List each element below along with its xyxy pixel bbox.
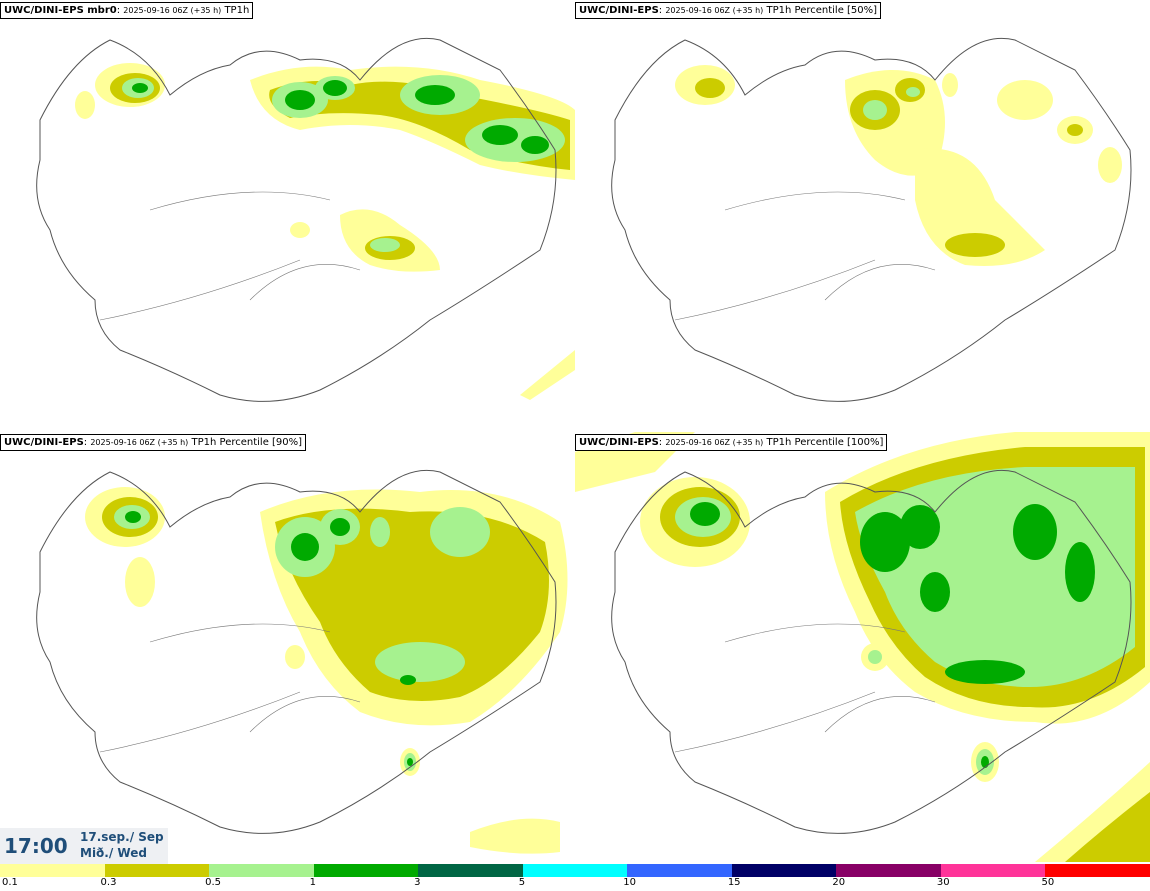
precip-map-p90 xyxy=(36,469,568,854)
precip-map-mbr0 xyxy=(36,37,575,402)
panel-field: TP1h xyxy=(224,5,250,16)
colorbar-segment xyxy=(731,864,837,877)
panel-run: 2025-09-16 06Z (+35 h) xyxy=(665,438,764,447)
valid-time: 17:00 xyxy=(4,834,68,858)
valid-weekday: Mið./ Wed xyxy=(80,846,147,860)
iceland-coastline xyxy=(611,37,1132,402)
precip-map-p50 xyxy=(611,37,1132,402)
colorbar-segment xyxy=(0,864,105,877)
precip-map-p100 xyxy=(575,432,1150,862)
panel-title: UWC/DINI-EPS: 2025-09-16 06Z (+35 h) TP1… xyxy=(575,2,882,19)
colorbar-tick-label: 50 xyxy=(1041,877,1055,888)
colorbar-tick-label: 5 xyxy=(518,877,526,888)
map-panel-mbr0: UWC/DINI-EPS mbr0: 2025-09-16 06Z (+35 h… xyxy=(0,0,575,430)
colorbar-tick-label: 0.3 xyxy=(100,877,117,888)
panel-title: UWC/DINI-EPS: 2025-09-16 06Z (+35 h) TP1… xyxy=(575,434,888,451)
colorbar-segment xyxy=(522,864,628,877)
colorbar-tick-label: 20 xyxy=(832,877,846,888)
colorbar-segment xyxy=(313,864,419,877)
colorbar-tick-label: 0.5 xyxy=(205,877,221,888)
panel-run: 2025-09-16 06Z (+35 h) xyxy=(665,6,764,15)
panel-field: TP1h Percentile [50%] xyxy=(766,5,878,16)
map-panel-p100: UWC/DINI-EPS: 2025-09-16 06Z (+35 h) TP1… xyxy=(575,432,1150,862)
colorbar-segment xyxy=(209,864,314,877)
map-panel-p50: UWC/DINI-EPS: 2025-09-16 06Z (+35 h) TP1… xyxy=(575,0,1150,430)
panel-field: TP1h Percentile [100%] xyxy=(766,437,884,448)
colorbar-segment xyxy=(836,864,941,877)
iceland-coastline xyxy=(611,469,1132,834)
panel-model: UWC/DINI-EPS xyxy=(579,5,659,16)
panel-title: UWC/DINI-EPS mbr0: 2025-09-16 06Z (+35 h… xyxy=(0,2,254,19)
colorbar-tick-label: 10 xyxy=(623,877,636,888)
panel-model: UWC/DINI-EPS xyxy=(579,437,659,448)
valid-date: 17.sep./ Sep xyxy=(80,830,164,844)
panel-field: TP1h Percentile [90%] xyxy=(191,437,303,448)
colorbar-tick-labels: 0.1 0.3 0.5 1 3 5 10 15 20 30 50 xyxy=(0,877,1150,891)
colorbar-tick-label: 0.1 xyxy=(2,877,18,888)
precip-colorbar xyxy=(0,864,1150,877)
colorbar-segment xyxy=(1045,864,1150,877)
valid-time-box: 17:00 17.sep./ Sep Mið./ Wed xyxy=(0,828,168,864)
colorbar-tick-label: 30 xyxy=(936,877,950,888)
panel-run: 2025-09-16 06Z (+35 h) xyxy=(90,438,189,447)
colorbar-segment xyxy=(940,864,1046,877)
colorbar-tick-label: 15 xyxy=(727,877,741,888)
panel-model: UWC/DINI-EPS xyxy=(4,437,84,448)
colorbar-segment xyxy=(418,864,523,877)
colorbar-tick-label: 1 xyxy=(309,877,316,888)
colorbar-tick-label: 3 xyxy=(414,877,421,888)
colorbar-segment xyxy=(627,864,732,877)
colorbar-segment xyxy=(104,864,210,877)
iceland-coastline xyxy=(36,37,557,402)
panel-model: UWC/DINI-EPS mbr0 xyxy=(4,5,117,16)
panel-title: UWC/DINI-EPS: 2025-09-16 06Z (+35 h) TP1… xyxy=(0,434,307,451)
panel-run: 2025-09-16 06Z (+35 h) xyxy=(123,6,222,15)
map-panel-p90: UWC/DINI-EPS: 2025-09-16 06Z (+35 h) TP1… xyxy=(0,432,575,862)
iceland-coastline xyxy=(36,469,557,834)
